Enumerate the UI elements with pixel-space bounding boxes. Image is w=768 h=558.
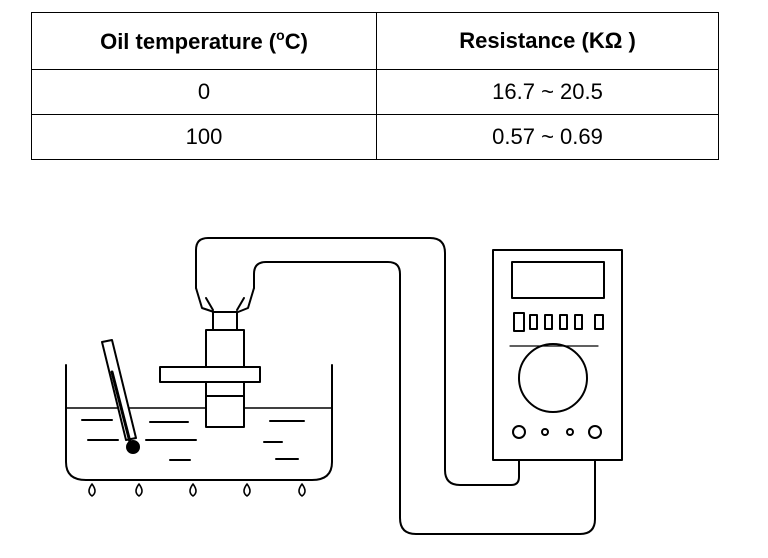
table-row: 100 0.57 ~ 0.69 [31,114,719,160]
oil-temperature-header-text: Oil temperature ( [100,29,277,54]
oil-temperature-header-unit: C) [284,29,308,54]
oil-temperature-header: Oil temperature (oC) [31,12,377,70]
multimeter-buttons [513,312,604,332]
degree-superscript: o [276,27,285,43]
oil-dash-marks [81,419,305,461]
heat-drops [88,483,306,497]
resistance-cell: 16.7 ~ 20.5 [376,69,719,115]
oil-temperature-sensor [159,311,261,428]
multimeter-dial-knob [518,343,588,413]
multimeter [492,249,623,461]
multimeter-display [511,261,605,299]
table-header-row: Oil temperature (oC) Resistance (KΩ ) [31,12,719,70]
multimeter-body [492,249,623,461]
specification-table: Oil temperature (oC) Resistance (KΩ ) 0 … [31,12,719,160]
sensor-connector [195,287,255,313]
multimeter-terminal-jacks [512,425,602,439]
lead-wire-1 [195,237,520,486]
thermometer [101,339,140,454]
lead-wire-2 [253,261,596,535]
beaker [65,364,333,481]
resistance-cell: 0.57 ~ 0.69 [376,114,719,160]
